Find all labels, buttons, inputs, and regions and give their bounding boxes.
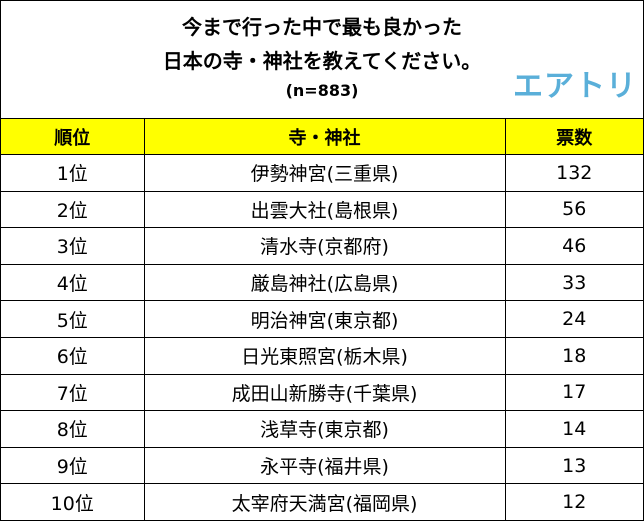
table-header-row: 順位 寺・神社 票数	[1, 118, 643, 155]
table-row: 8位 浅草寺(東京都) 14	[1, 410, 643, 448]
votes-cell: 14	[504, 410, 643, 448]
name-cell: 太宰府天満宮(福岡県)	[143, 483, 506, 521]
table-row: 7位 成田山新勝寺(千葉県) 17	[1, 373, 643, 412]
table-row: 5位 明治神宮(東京都) 24	[1, 300, 643, 338]
rank-cell: 7位	[1, 373, 145, 412]
column-header-name: 寺・神社	[143, 118, 506, 155]
name-cell: 日光東照宮(栃木県)	[143, 336, 506, 375]
name-cell: 明治神宮(東京都)	[143, 300, 506, 338]
title-block: 今まで行った中で最も良かった 日本の寺・神社を教えてください。 (n=883) …	[1, 1, 643, 118]
rank-cell: 8位	[1, 410, 145, 448]
sample-size: (n=883)	[285, 81, 359, 100]
name-cell: 厳島神社(広島県)	[143, 263, 506, 302]
title-line-2: 日本の寺・神社を教えてください。	[162, 49, 482, 73]
votes-cell: 56	[504, 190, 643, 229]
rank-cell: 9位	[1, 446, 145, 485]
title-line-1: 今まで行った中で最も良かった	[182, 15, 462, 39]
votes-cell: 46	[504, 227, 643, 265]
name-cell: 伊勢神宮(三重県)	[143, 154, 506, 192]
votes-cell: 33	[504, 263, 643, 302]
table-row: 3位 清水寺(京都府) 46	[1, 227, 643, 265]
name-cell: 出雲大社(島根県)	[143, 190, 506, 229]
rank-cell: 5位	[1, 300, 145, 338]
rank-cell: 3位	[1, 227, 145, 265]
rank-cell: 1位	[1, 154, 145, 192]
rank-cell: 10位	[1, 483, 145, 521]
column-header-rank: 順位	[1, 118, 145, 155]
votes-cell: 24	[504, 300, 643, 338]
votes-cell: 18	[504, 336, 643, 375]
table-row: 1位 伊勢神宮(三重県) 132	[1, 154, 643, 192]
votes-cell: 17	[504, 373, 643, 412]
rank-cell: 6位	[1, 336, 145, 375]
name-cell: 清水寺(京都府)	[143, 227, 506, 265]
votes-cell: 12	[504, 483, 643, 521]
rank-cell: 2位	[1, 190, 145, 229]
votes-cell: 13	[504, 446, 643, 485]
ranking-body: 1位 伊勢神宮(三重県) 132 2位 出雲大社(島根県) 56 3位 清水寺(京都府) 46 4…	[1, 154, 643, 521]
table-row: 2位 出雲大社(島根県) 56	[1, 190, 643, 229]
name-cell: 浅草寺(東京都)	[143, 410, 506, 448]
name-cell: 永平寺(福井県)	[143, 446, 506, 485]
table-row: 10位 太宰府天満宮(福岡県) 12	[1, 483, 643, 521]
name-cell: 成田山新勝寺(千葉県)	[143, 373, 506, 412]
airtrip-logo: エアトリ	[513, 69, 637, 104]
table-row: 6位 日光東照宮(栃木県) 18	[1, 336, 643, 375]
table-row: 4位 厳島神社(広島県) 33	[1, 263, 643, 302]
rank-cell: 4位	[1, 263, 145, 302]
ranking-table: 順位 寺・神社 票数 1位 伊勢神宮(三重県) 132 2位 出雲大社(島根県) 56 3位…	[1, 118, 643, 521]
table-row: 9位 永平寺(福井県) 13	[1, 446, 643, 485]
column-header-votes: 票数	[504, 118, 643, 155]
votes-cell: 132	[504, 154, 643, 192]
